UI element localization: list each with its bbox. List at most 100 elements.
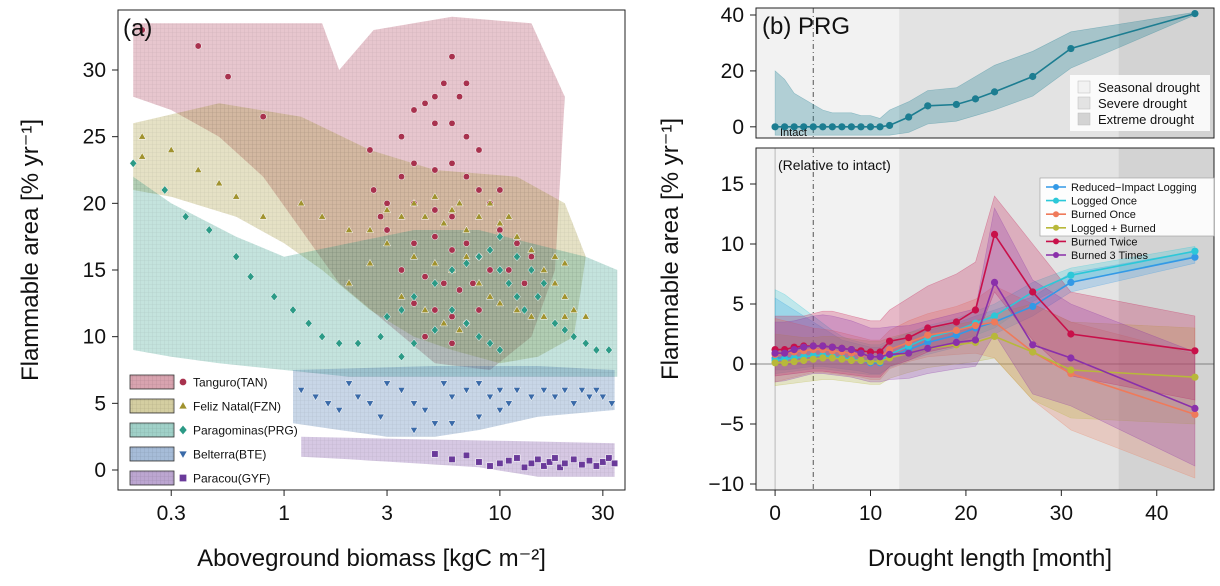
legend-label: Paragominas(PRG) (193, 424, 298, 438)
y-tick-label: 30 (83, 59, 106, 82)
scatter-point (512, 232, 522, 240)
scatter-point (578, 461, 586, 469)
data-point (971, 95, 980, 103)
scatter-point (504, 400, 513, 408)
legend-swatch-hatch (130, 423, 174, 437)
x-tick-label: 40 (1145, 502, 1168, 525)
scatter-point (462, 387, 471, 395)
y-tick-label: 20 (721, 60, 744, 83)
legend-label: Reduced−Impact Logging (1071, 182, 1197, 194)
panel-label: (a) (123, 15, 152, 42)
data-point (905, 349, 913, 357)
scatter-point (462, 225, 471, 233)
scatter-point (382, 238, 392, 247)
scatter-point (496, 265, 504, 275)
scatter-point (181, 212, 190, 222)
y-tick-label: 0 (94, 459, 106, 482)
data-point (1029, 288, 1037, 296)
scatter-point (431, 450, 439, 458)
scatter-point (138, 152, 147, 160)
scatter-point (431, 119, 439, 127)
scatter-point (504, 278, 513, 288)
scatter-point (397, 212, 406, 220)
panel-label: (b) PRG (762, 13, 850, 40)
scatter-point (431, 233, 439, 241)
data-point (1067, 278, 1075, 286)
scatter-point (421, 99, 429, 107)
legend-swatch-hatch (130, 447, 174, 461)
scatter-point (410, 239, 418, 247)
scatter-point (447, 420, 457, 428)
x-tick-label: 30 (1050, 502, 1073, 525)
data-point (828, 354, 836, 362)
scatter-point (376, 332, 385, 342)
data-point (857, 356, 865, 364)
data-point (781, 359, 789, 367)
scatter-point (569, 305, 578, 313)
data-point (828, 123, 836, 131)
scatter-point (410, 106, 418, 114)
scatter-point (455, 325, 464, 333)
scatter-point (462, 318, 471, 328)
scatter-point (456, 286, 463, 294)
x-axis-label: Drought length [month] (868, 545, 1112, 572)
scatter-point (605, 454, 613, 462)
legend-marker (1053, 238, 1059, 245)
x-tick-label: 30 (591, 502, 614, 525)
y-tick-label: 5 (94, 392, 106, 415)
scatter-point (474, 212, 484, 220)
scatter-point (550, 252, 560, 260)
legend-marker (1053, 184, 1059, 190)
scatter-point (456, 93, 463, 101)
scatter-point (513, 239, 521, 247)
data-point (771, 123, 779, 131)
scatter-point (462, 258, 471, 268)
legend-marker (178, 424, 188, 436)
data-point (1067, 44, 1075, 53)
scatter-point (496, 459, 504, 467)
scatter-point (607, 400, 616, 408)
plot-frame (755, 7, 1215, 139)
data-point (1191, 253, 1199, 261)
scatter-point (585, 393, 594, 402)
scatter-point (560, 258, 569, 267)
confidence-band (774, 285, 1196, 479)
scatter-point (463, 173, 470, 181)
scatter-point (474, 278, 484, 287)
scatter-point (448, 119, 456, 127)
legend-swatch-hatch (130, 471, 174, 485)
scatter-point (304, 318, 313, 328)
scatter-point (475, 458, 483, 466)
annotation: (Relative to intact) (778, 157, 891, 173)
data-point (876, 123, 884, 131)
scatter-point (486, 338, 494, 348)
legend-box (1070, 75, 1210, 131)
legend: Tanguro(TAN) Feliz Natal(FZN) Paragominas(… (129, 374, 298, 486)
x-tick-label: 10 (859, 502, 882, 525)
scatter-point (398, 133, 405, 141)
envelope-hatch-2 (133, 176, 618, 377)
y-tick-label: 10 (83, 326, 106, 349)
data-point (924, 324, 932, 332)
scatter-point (495, 219, 505, 227)
scatter-point (335, 407, 344, 415)
scatter-point (513, 454, 521, 462)
scatter-point (370, 186, 378, 194)
x-axis-label: Aboveground biomass [kgC m⁻²] (197, 545, 546, 572)
legend-swatch (1077, 80, 1091, 94)
y-tick-label: 0 (732, 353, 744, 376)
data-point (885, 337, 894, 345)
scatter-point (409, 252, 419, 260)
legend-label: Paracou(GYF) (193, 472, 270, 486)
scatter-point (439, 218, 448, 227)
x-tick-label: 20 (954, 502, 977, 525)
scatter-point (366, 146, 374, 154)
scatter-point (539, 312, 549, 320)
scatter-point (540, 278, 548, 288)
scatter-point (344, 380, 354, 388)
data-point (819, 123, 827, 131)
scatter-point (377, 213, 385, 221)
plot-area (756, 8, 1214, 138)
data-point (847, 346, 856, 354)
